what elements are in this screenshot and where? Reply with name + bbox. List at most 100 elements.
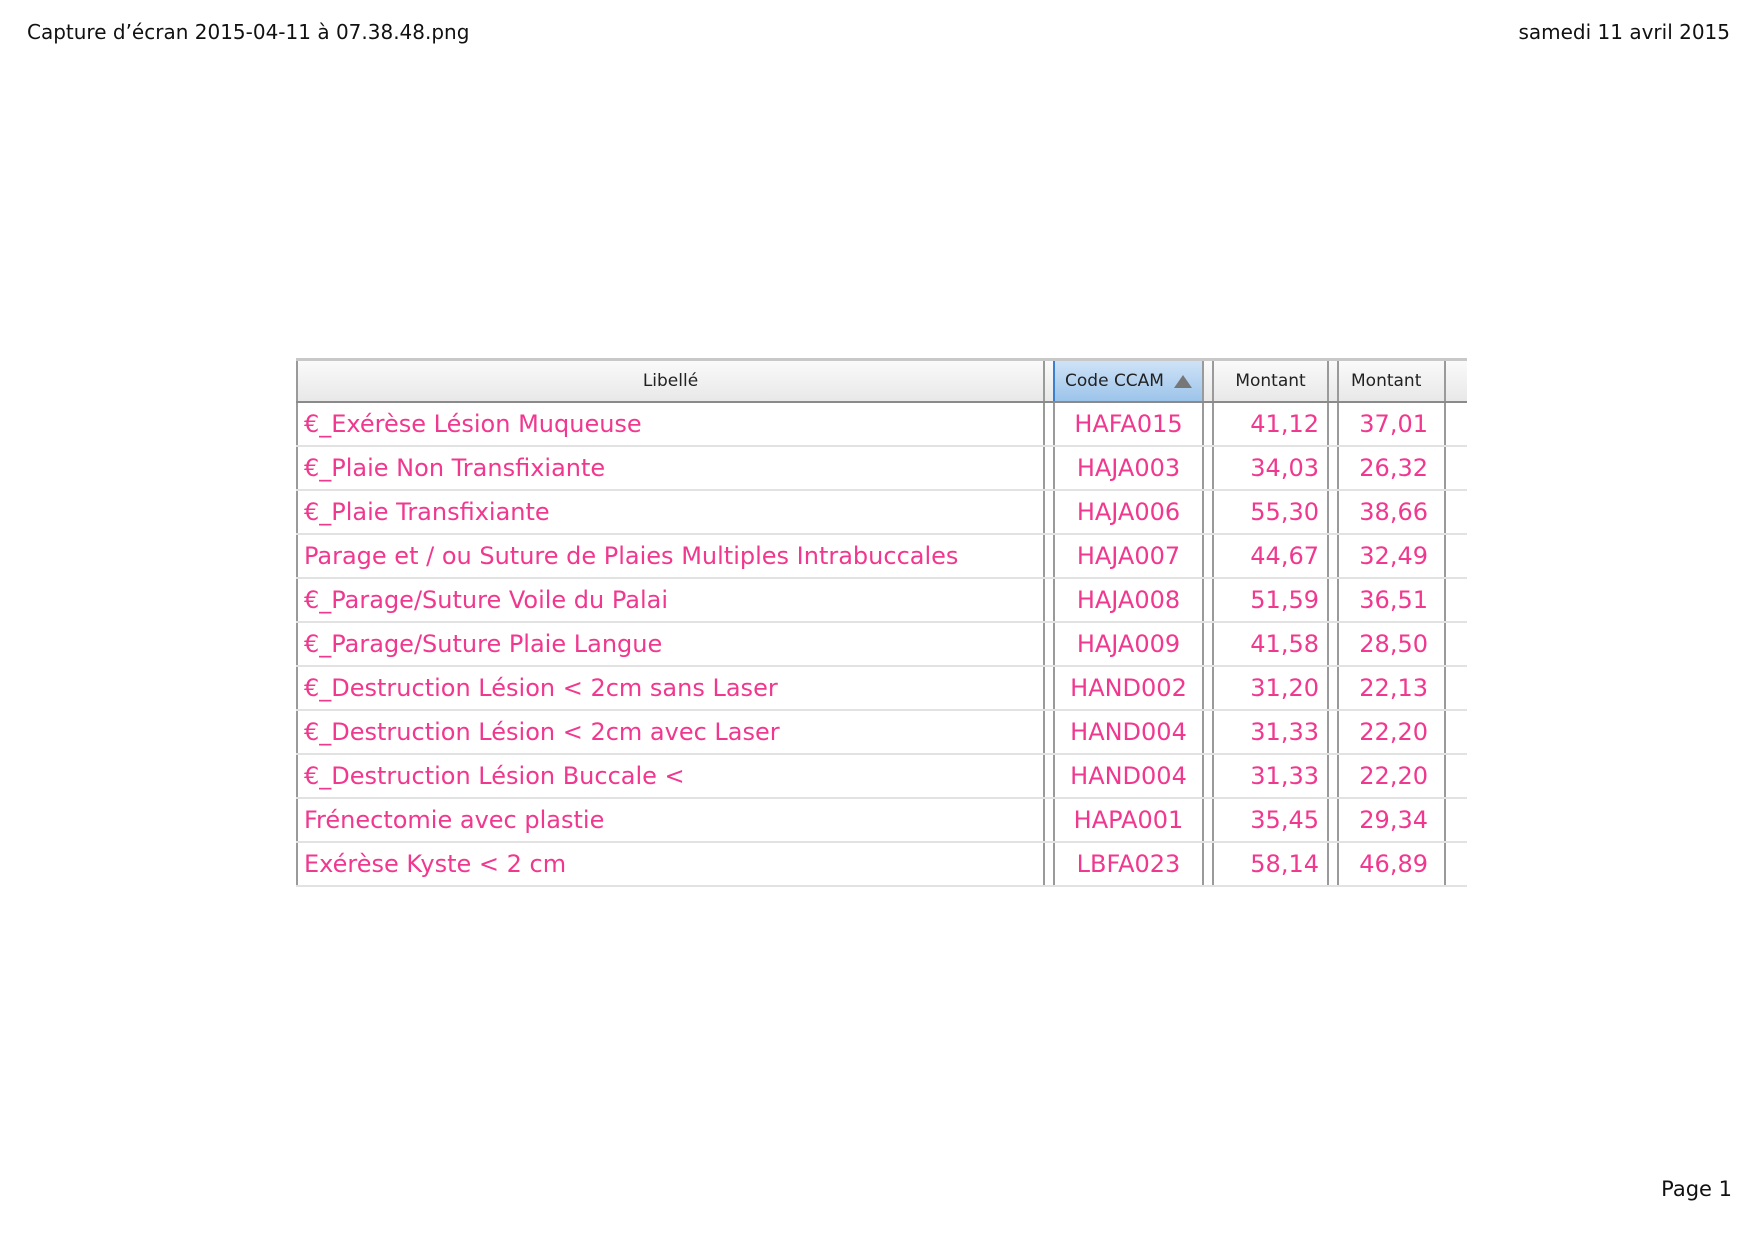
cell-separator bbox=[1202, 403, 1212, 445]
cell-separator bbox=[1327, 667, 1337, 709]
cell-separator bbox=[1043, 799, 1053, 841]
table-row[interactable]: €_Plaie Transfixiante HAJA006 55,30 38,66 bbox=[296, 491, 1467, 535]
cell-code-ccam: HAND002 bbox=[1053, 667, 1202, 709]
cell-montant-2: 22,20 bbox=[1337, 711, 1446, 753]
sort-ascending-icon bbox=[1173, 374, 1192, 388]
column-header-code-ccam[interactable]: Code CCAM bbox=[1053, 361, 1202, 401]
cell-separator bbox=[1043, 711, 1053, 753]
cell-separator bbox=[1043, 535, 1053, 577]
column-resize-handle[interactable] bbox=[1327, 361, 1337, 401]
cell-separator bbox=[1327, 755, 1337, 797]
cell-libelle: Frénectomie avec plastie bbox=[296, 799, 1043, 841]
table-row[interactable]: €_Parage/Suture Voile du Palai HAJA008 51,… bbox=[296, 579, 1467, 623]
column-header-label: Code CCAM bbox=[1065, 371, 1164, 391]
cell-montant: 34,03 bbox=[1212, 447, 1327, 489]
cell-separator bbox=[1202, 447, 1212, 489]
cell-separator bbox=[1043, 403, 1053, 445]
table-row[interactable]: €_Destruction Lésion Buccale < HAND004 31,… bbox=[296, 755, 1467, 799]
cell-separator bbox=[1327, 711, 1337, 753]
cell-separator bbox=[1327, 579, 1337, 621]
table-row[interactable]: €_Destruction Lésion < 2cm sans Laser HAN… bbox=[296, 667, 1467, 711]
cell-montant-2: 29,34 bbox=[1337, 799, 1446, 841]
cell-separator bbox=[1202, 755, 1212, 797]
cell-separator bbox=[1202, 667, 1212, 709]
cell-separator bbox=[1202, 535, 1212, 577]
table-row[interactable]: €_Destruction Lésion < 2cm avec Laser HAN… bbox=[296, 711, 1467, 755]
cell-libelle: €_Destruction Lésion < 2cm sans Laser bbox=[296, 667, 1043, 709]
cell-separator bbox=[1043, 667, 1053, 709]
table-row[interactable]: €_Exérèse Lésion Muqueuse HAFA015 41,12 37,… bbox=[296, 403, 1467, 447]
cell-code-ccam: HAJA006 bbox=[1053, 491, 1202, 533]
table-row[interactable]: Frénectomie avec plastie HAPA001 35,45 29,3… bbox=[296, 799, 1467, 843]
cell-libelle: €_Plaie Non Transfixiante bbox=[296, 447, 1043, 489]
cell-code-ccam: LBFA023 bbox=[1053, 843, 1202, 885]
cell-montant-2: 32,49 bbox=[1337, 535, 1446, 577]
cell-separator bbox=[1327, 535, 1337, 577]
cell-separator bbox=[1202, 491, 1212, 533]
cell-code-ccam: HAND004 bbox=[1053, 711, 1202, 753]
cell-libelle: €_Destruction Lésion Buccale < bbox=[296, 755, 1043, 797]
cell-libelle: €_Parage/Suture Plaie Langue bbox=[296, 623, 1043, 665]
document-filename: Capture d’écran 2015-04-11 à 07.38.48.pn… bbox=[27, 20, 470, 44]
cell-libelle: €_Exérèse Lésion Muqueuse bbox=[296, 403, 1043, 445]
cell-separator bbox=[1327, 403, 1337, 445]
cell-separator bbox=[1202, 799, 1212, 841]
cell-montant: 31,33 bbox=[1212, 711, 1327, 753]
cell-separator bbox=[1327, 843, 1337, 885]
cell-libelle: Parage et / ou Suture de Plaies Multiple… bbox=[296, 535, 1043, 577]
column-header-libelle[interactable]: Libellé bbox=[296, 361, 1043, 401]
cell-separator bbox=[1327, 447, 1337, 489]
cell-separator bbox=[1043, 579, 1053, 621]
cell-separator bbox=[1327, 799, 1337, 841]
cell-montant-2: 26,32 bbox=[1337, 447, 1446, 489]
cell-montant: 41,12 bbox=[1212, 403, 1327, 445]
cell-montant-2: 46,89 bbox=[1337, 843, 1446, 885]
cell-montant: 41,58 bbox=[1212, 623, 1327, 665]
cell-code-ccam: HAJA009 bbox=[1053, 623, 1202, 665]
cell-montant: 55,30 bbox=[1212, 491, 1327, 533]
table-row[interactable]: Exérèse Kyste < 2 cm LBFA023 58,14 46,89 bbox=[296, 843, 1467, 887]
table-header: Libellé Code CCAM Montant Montant bbox=[296, 361, 1467, 403]
cell-montant-2: 22,20 bbox=[1337, 755, 1446, 797]
cell-montant-2: 37,01 bbox=[1337, 403, 1446, 445]
cell-montant: 58,14 bbox=[1212, 843, 1327, 885]
column-header-montant-2[interactable]: Montant bbox=[1337, 361, 1446, 401]
column-header-montant[interactable]: Montant bbox=[1212, 361, 1327, 401]
page-number: Page 1 bbox=[1661, 1177, 1732, 1201]
cell-libelle: Exérèse Kyste < 2 cm bbox=[296, 843, 1043, 885]
column-resize-handle[interactable] bbox=[1202, 361, 1212, 401]
cell-montant-2: 28,50 bbox=[1337, 623, 1446, 665]
table-row[interactable]: €_Plaie Non Transfixiante HAJA003 34,03 26,… bbox=[296, 447, 1467, 491]
cell-montant: 35,45 bbox=[1212, 799, 1327, 841]
cell-montant: 51,59 bbox=[1212, 579, 1327, 621]
cell-libelle: €_Destruction Lésion < 2cm avec Laser bbox=[296, 711, 1043, 753]
cell-code-ccam: HAND004 bbox=[1053, 755, 1202, 797]
cell-montant: 31,20 bbox=[1212, 667, 1327, 709]
cell-separator bbox=[1327, 623, 1337, 665]
cell-code-ccam: HAPA001 bbox=[1053, 799, 1202, 841]
cell-separator bbox=[1327, 491, 1337, 533]
cell-separator bbox=[1202, 843, 1212, 885]
cell-separator bbox=[1043, 623, 1053, 665]
table-body: €_Exérèse Lésion Muqueuse HAFA015 41,12 37,… bbox=[296, 403, 1467, 887]
cell-libelle: €_Parage/Suture Voile du Palai bbox=[296, 579, 1043, 621]
print-date: samedi 11 avril 2015 bbox=[1518, 20, 1730, 44]
cell-montant: 44,67 bbox=[1212, 535, 1327, 577]
cell-code-ccam: HAFA015 bbox=[1053, 403, 1202, 445]
acts-table: Libellé Code CCAM Montant Montant €_Exér… bbox=[296, 358, 1467, 887]
cell-libelle: €_Plaie Transfixiante bbox=[296, 491, 1043, 533]
column-resize-handle[interactable] bbox=[1043, 361, 1053, 401]
table-row[interactable]: Parage et / ou Suture de Plaies Multiple… bbox=[296, 535, 1467, 579]
cell-separator bbox=[1043, 447, 1053, 489]
cell-code-ccam: HAJA007 bbox=[1053, 535, 1202, 577]
cell-separator bbox=[1202, 579, 1212, 621]
cell-separator bbox=[1202, 623, 1212, 665]
cell-montant-2: 22,13 bbox=[1337, 667, 1446, 709]
cell-montant-2: 36,51 bbox=[1337, 579, 1446, 621]
cell-code-ccam: HAJA008 bbox=[1053, 579, 1202, 621]
cell-separator bbox=[1043, 491, 1053, 533]
cell-separator bbox=[1043, 755, 1053, 797]
cell-separator bbox=[1202, 711, 1212, 753]
cell-montant: 31,33 bbox=[1212, 755, 1327, 797]
table-row[interactable]: €_Parage/Suture Plaie Langue HAJA009 41,58… bbox=[296, 623, 1467, 667]
